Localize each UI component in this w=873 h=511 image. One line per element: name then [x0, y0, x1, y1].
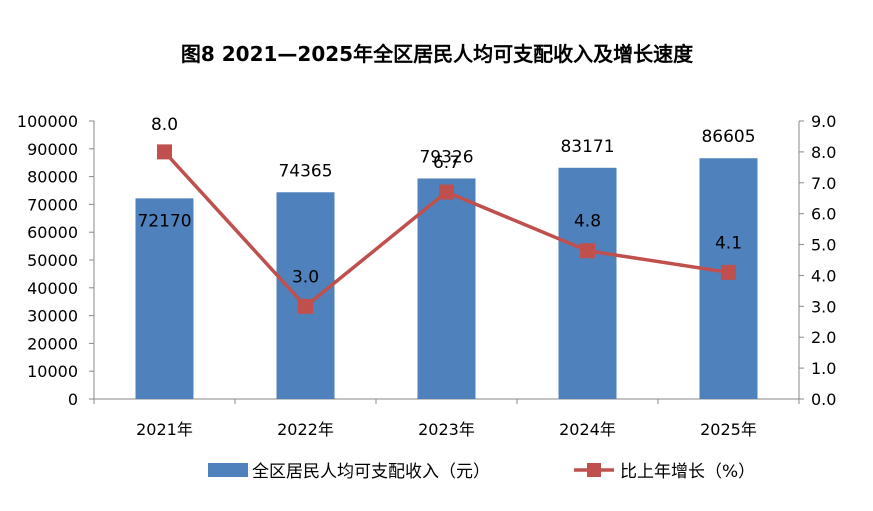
- bar-value-label: 72170: [137, 211, 191, 231]
- bar: [417, 178, 476, 399]
- bar: [276, 192, 335, 399]
- line-point: [157, 144, 172, 160]
- legend-line-marker: [587, 463, 601, 477]
- right-axis-tick-label: 9.0: [811, 112, 836, 131]
- x-axis-tick-label: 2021年: [136, 420, 193, 439]
- right-axis-tick-label: 4.0: [811, 266, 836, 285]
- right-axis-tick-label: 7.0: [811, 174, 836, 193]
- legend-line-label: 比上年增长（%）: [620, 462, 755, 482]
- left-axis-tick-label: 30000: [27, 307, 78, 326]
- left-axis-tick-label: 10000: [27, 362, 78, 381]
- legend-bar-swatch: [208, 463, 248, 477]
- line-point: [721, 264, 736, 280]
- right-axis-tick-label: 3.0: [811, 297, 836, 316]
- left-axis-tick-label: 0: [68, 390, 78, 409]
- right-axis-tick-label: 2.0: [811, 328, 836, 347]
- left-axis-tick-label: 60000: [27, 223, 78, 242]
- line-value-label: 8.0: [151, 115, 178, 135]
- x-axis-tick-label: 2025年: [700, 420, 757, 439]
- left-axis-tick-label: 20000: [27, 334, 78, 353]
- bar: [135, 198, 194, 399]
- line-labels-group: 8.0 3.0 6.7 4.8 4.1: [151, 115, 742, 287]
- right-axis-tick-label: 0.0: [811, 390, 836, 409]
- left-axis-tick-label: 40000: [27, 279, 78, 298]
- left-axis-tick-label: 90000: [27, 140, 78, 159]
- legend: 全区居民人均可支配收入（元） 比上年增长（%）: [208, 462, 755, 482]
- line-value-label: 4.1: [715, 233, 742, 253]
- right-axis-tick-label: 1.0: [811, 359, 836, 378]
- line-value-label: 4.8: [574, 212, 601, 232]
- left-axis-tick-label: 50000: [27, 251, 78, 270]
- line-point: [439, 184, 454, 200]
- x-axis-tick-label: 2022年: [277, 420, 334, 439]
- left-axis-tick-label: 70000: [27, 195, 78, 214]
- line-group: [157, 144, 736, 314]
- line-value-label: 6.7: [433, 153, 460, 173]
- bar-value-label: 74365: [278, 161, 332, 181]
- line-value-label: 3.0: [292, 267, 319, 287]
- bars-group: [135, 158, 758, 399]
- right-axis-tick-label: 8.0: [811, 143, 836, 162]
- legend-bar-label: 全区居民人均可支配收入（元）: [252, 462, 490, 482]
- bar-value-label: 79326: [419, 147, 473, 167]
- right-axis-tick-label: 6.0: [811, 205, 836, 224]
- bar-labels-group: 72170 74365 79326 83171 86605: [137, 127, 755, 231]
- x-axis-tick-label: 2024年: [559, 420, 616, 439]
- bar-value-label: 83171: [560, 137, 614, 157]
- axes-group: 0 10000 20000 30000 40000 50000 60000 70000 8000…: [17, 112, 837, 439]
- right-axis-tick-label: 5.0: [811, 236, 836, 255]
- x-axis-tick-label: 2023年: [418, 420, 475, 439]
- left-axis-tick-label: 80000: [27, 168, 78, 187]
- bar: [558, 167, 617, 399]
- line-point: [298, 298, 313, 314]
- bar-value-label: 86605: [701, 127, 755, 147]
- chart-title: 图8 2021—2025年全区居民人均可支配收入及增长速度: [181, 42, 694, 66]
- left-axis-tick-label: 100000: [17, 112, 78, 131]
- line-point: [580, 243, 595, 259]
